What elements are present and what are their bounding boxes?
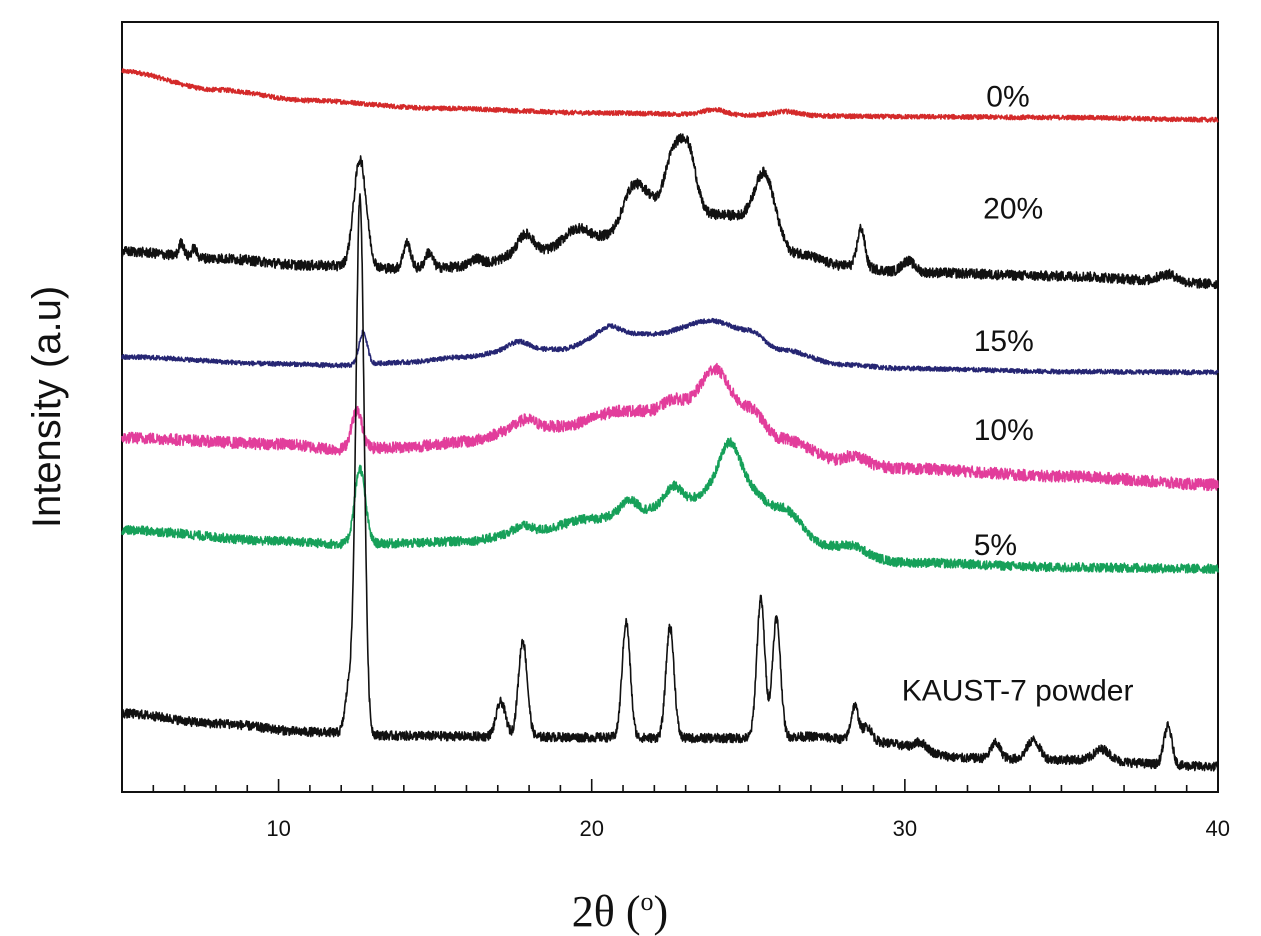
x-axis-label-superscript: o	[641, 887, 654, 916]
series-line-4	[121, 437, 1219, 574]
series-label-4: 5%	[974, 529, 1017, 562]
y-axis-label: Intensity (a.u)	[25, 286, 69, 528]
series-line-0	[121, 68, 1219, 123]
series-line-5	[121, 193, 1219, 772]
series-label-3: 10%	[974, 414, 1034, 447]
series-label-1: 20%	[983, 192, 1043, 225]
x-axis-tick-labels: 10 20 30 40	[266, 816, 1230, 841]
x-tick-label: 30	[893, 816, 917, 841]
series-line-2	[121, 317, 1219, 376]
x-tick-label: 10	[266, 816, 290, 841]
series-group	[121, 68, 1219, 772]
x-axis-label-close: )	[654, 887, 669, 936]
plot-frame	[121, 21, 1219, 793]
series-labels: 0% 20% 15% 10% 5% KAUST-7 powder	[902, 81, 1134, 708]
x-tick-label: 40	[1206, 816, 1230, 841]
series-label-5: KAUST-7 powder	[902, 674, 1134, 707]
x-axis-label: 2θ (o)	[572, 887, 668, 936]
x-tick-label: 20	[579, 816, 603, 841]
series-label-0: 0%	[986, 81, 1029, 114]
series-line-1	[121, 133, 1219, 290]
series-line-3	[121, 362, 1219, 492]
x-axis-ticks	[152, 779, 1188, 792]
series-label-2: 15%	[974, 325, 1034, 358]
x-axis-label-main: 2θ (	[572, 887, 641, 936]
